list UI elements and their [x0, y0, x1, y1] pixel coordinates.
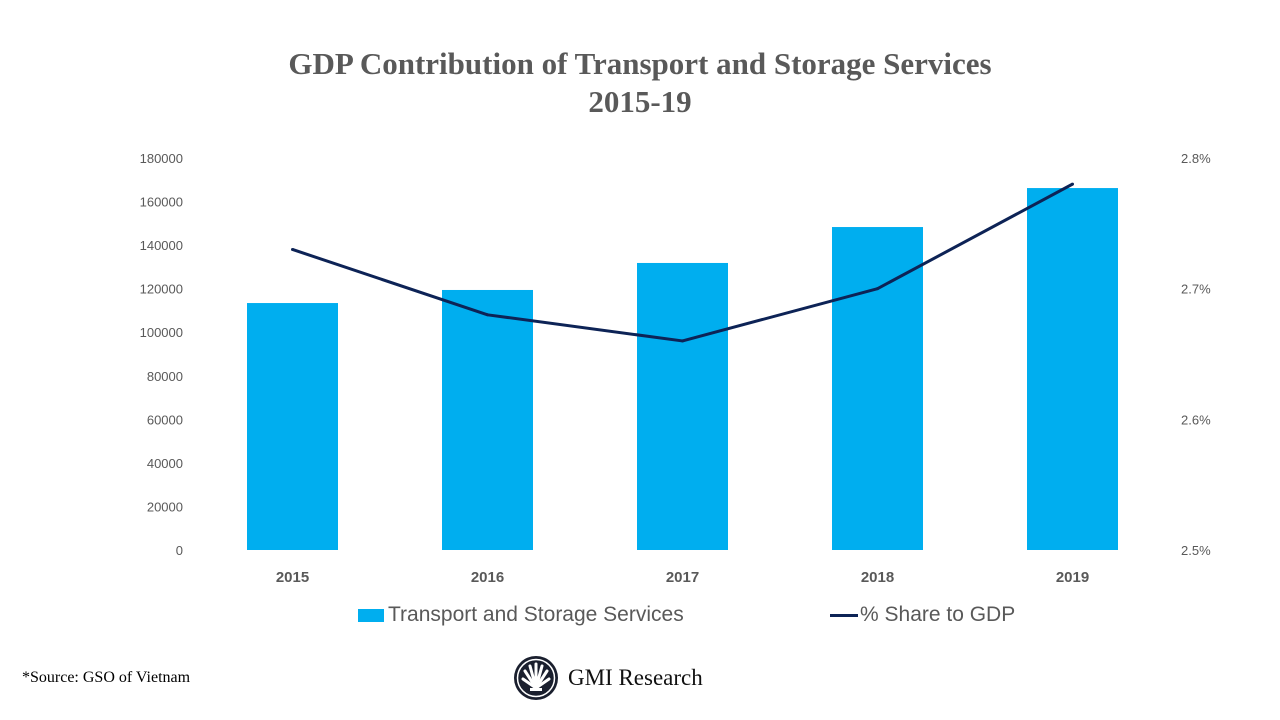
line-point — [681, 339, 684, 343]
x-tick-label: 2015 — [276, 569, 309, 586]
logo-text: GMI Research — [568, 665, 703, 690]
y-tick-label: 60000 — [147, 412, 183, 427]
bar — [832, 227, 923, 550]
y-tick-label: 100000 — [140, 325, 183, 340]
x-tick-label: 2019 — [1056, 569, 1089, 586]
y-tick-label: 120000 — [140, 282, 183, 297]
legend-swatch-line — [830, 613, 858, 617]
line-point — [876, 287, 879, 291]
y2-tick-label: 2.5% — [1181, 543, 1211, 558]
x-tick-label: 2017 — [666, 569, 699, 586]
x-tick-label: 2016 — [471, 569, 504, 586]
line-point — [291, 247, 294, 251]
y-tick-label: 40000 — [147, 456, 183, 471]
source-note: *Source: GSO of Vietnam — [22, 669, 191, 686]
y-tick-label: 0 — [176, 543, 183, 558]
line-point — [1071, 182, 1074, 186]
legend-label-line: % Share to GDP — [860, 603, 1016, 626]
legend-item-line: % Share to GDP — [830, 603, 1015, 627]
y-tick-label: 80000 — [147, 369, 183, 384]
line-point — [486, 313, 489, 317]
x-tick-label: 2018 — [861, 569, 894, 586]
chart-title: GDP Contribution of Transport and Storag… — [288, 46, 992, 81]
y2-tick-label: 2.6% — [1181, 412, 1211, 427]
y-tick-label: 160000 — [140, 195, 183, 210]
chart-subtitle: 2015-19 — [588, 84, 692, 119]
legend-item-bar: Transport and Storage Services — [358, 603, 684, 627]
bar — [637, 262, 728, 550]
legend-label-bar: Transport and Storage Services — [388, 603, 684, 626]
y2-tick-label: 2.7% — [1181, 282, 1211, 297]
y-tick-label: 20000 — [147, 499, 183, 514]
y-tick-label: 140000 — [140, 238, 183, 253]
bar — [247, 303, 338, 550]
bar — [442, 289, 533, 550]
bar — [1027, 188, 1118, 550]
legend-swatch-bar — [358, 608, 384, 622]
y2-tick-label: 2.8% — [1181, 151, 1211, 166]
y-tick-label: 180000 — [140, 151, 183, 166]
gmi-logo: GMI Research — [513, 655, 703, 701]
fan-logo-icon — [514, 656, 558, 700]
